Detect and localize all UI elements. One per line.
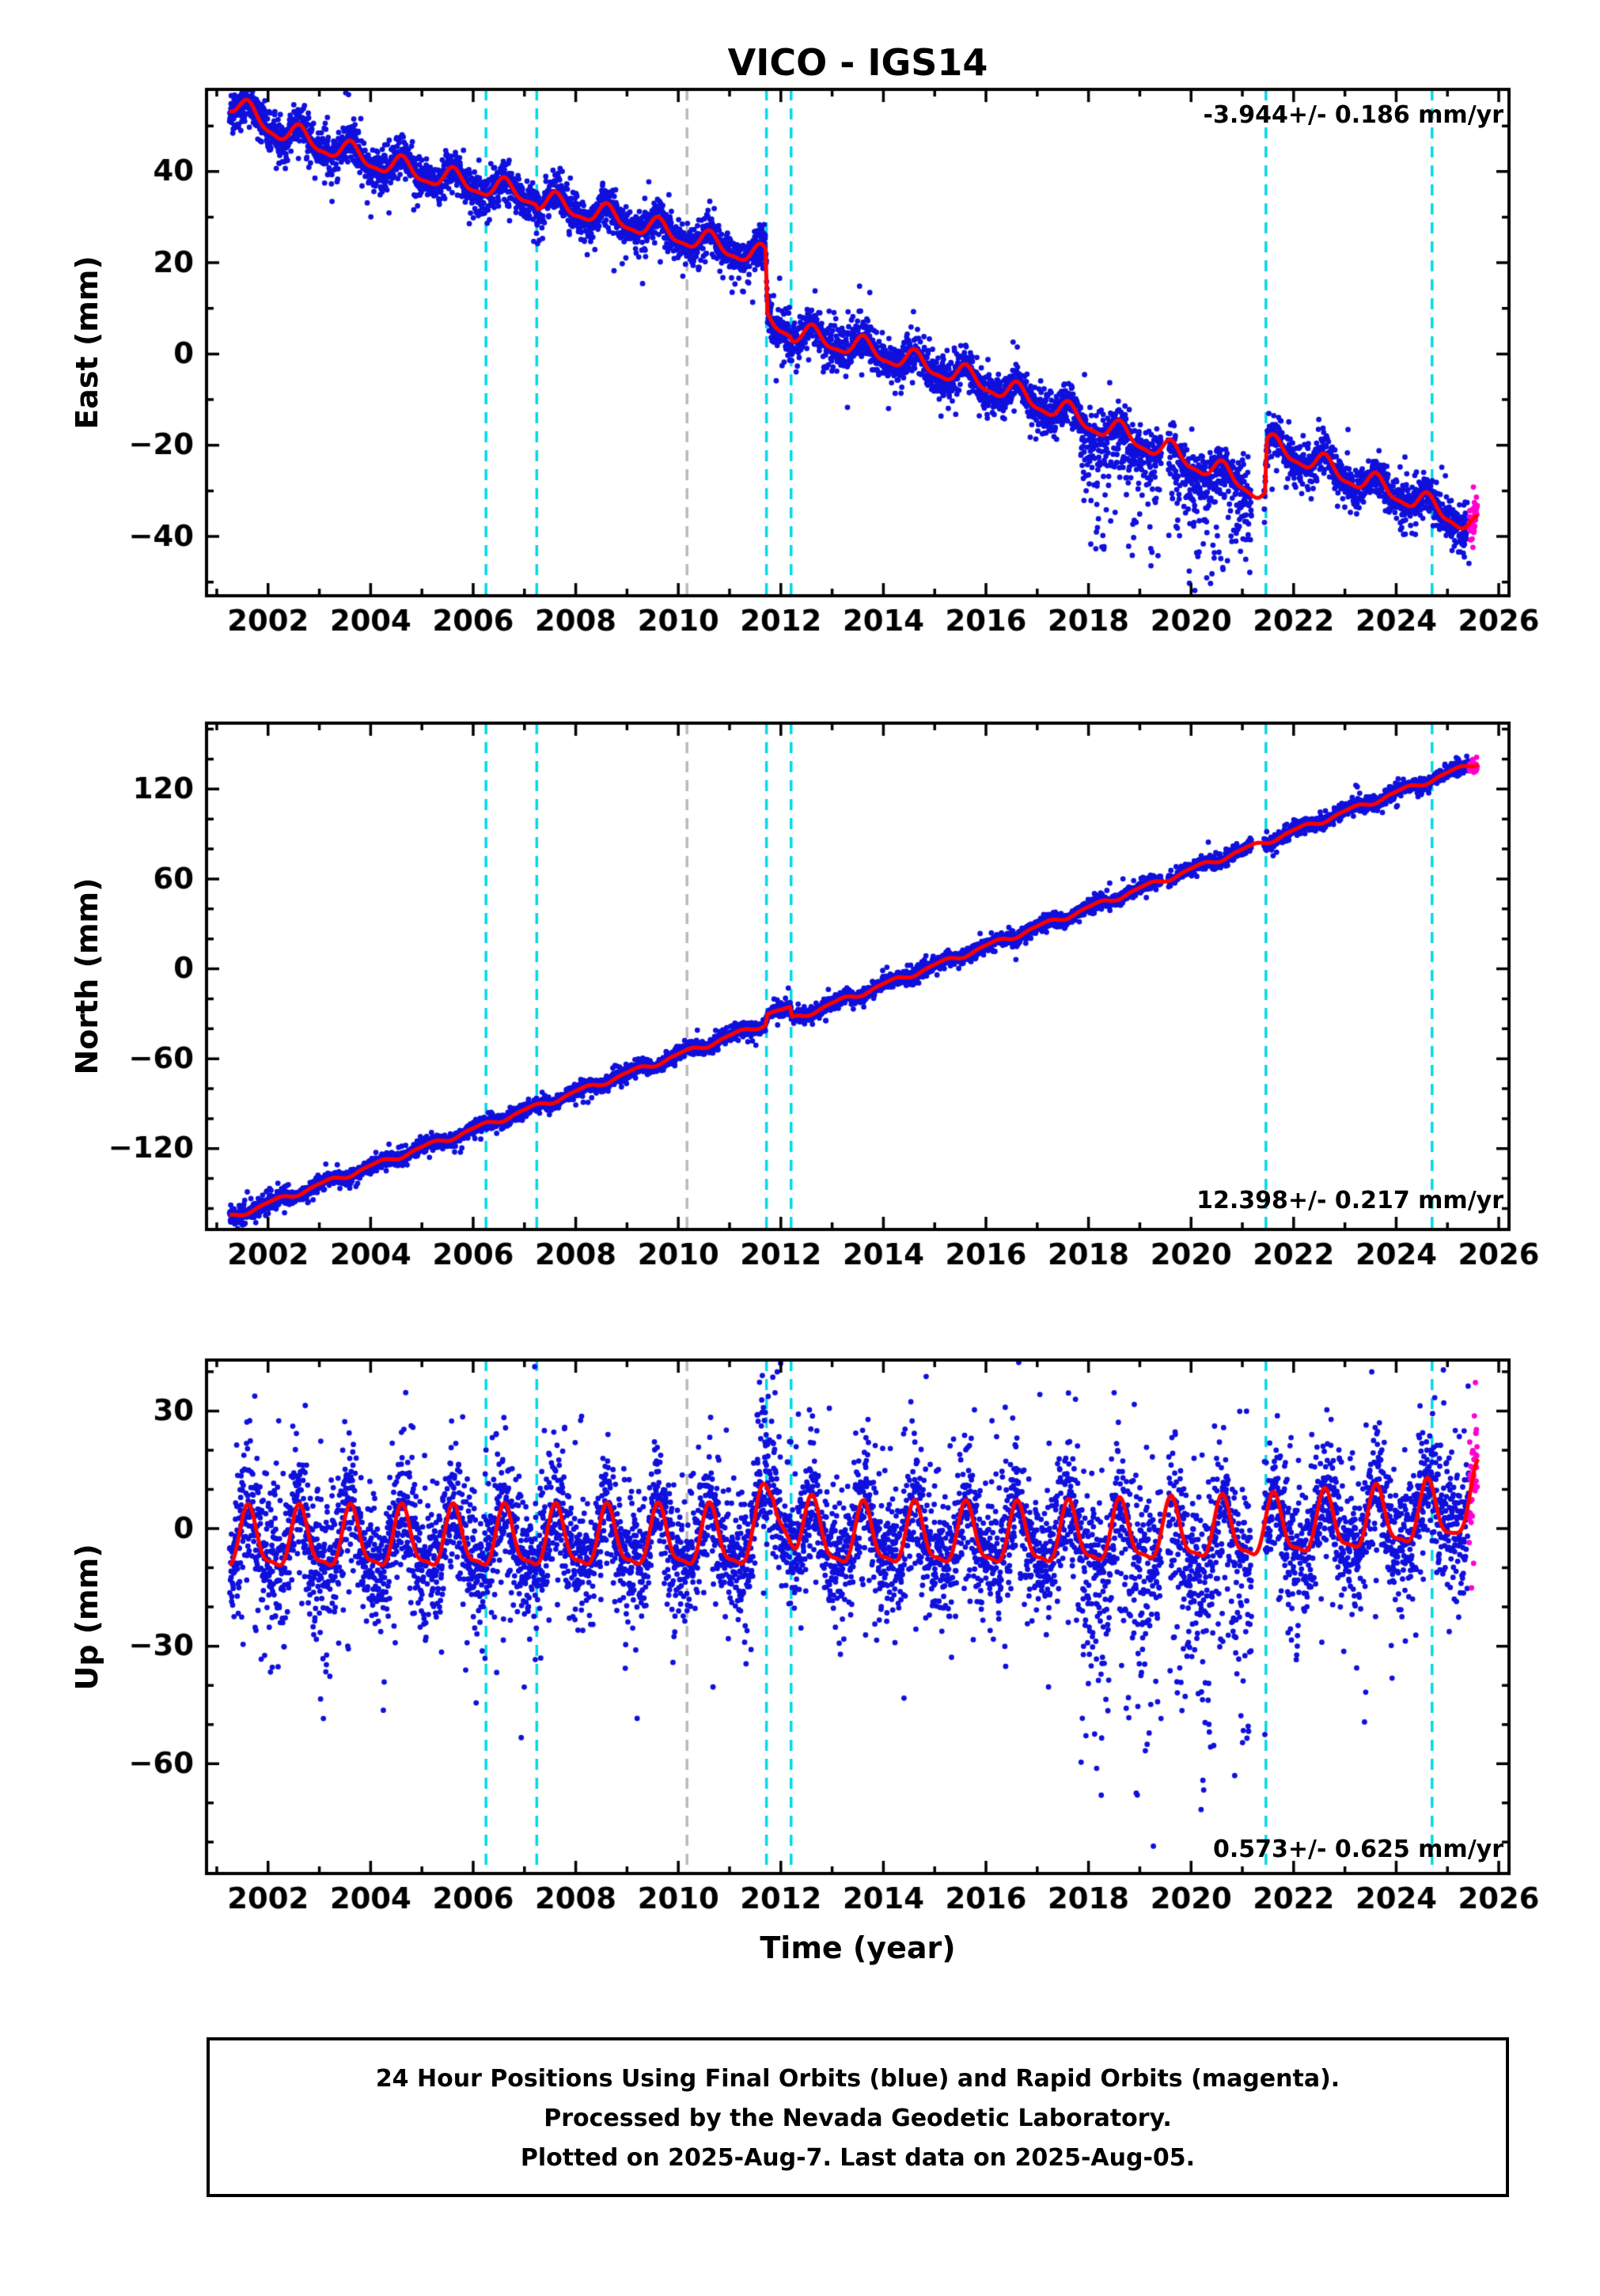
footer-line-1: 24 Hour Positions Using Final Orbits (bl… [375,2065,1340,2093]
footer-line-2: Processed by the Nevada Geodetic Laborat… [544,2105,1172,2132]
footer-box: 24 Hour Positions Using Final Orbits (bl… [207,2037,1509,2197]
north-rate-annotation: 12.398+/- 0.217 mm/yr [1196,1187,1503,1214]
up-panel-canvas [0,1355,1600,1919]
north-panel-canvas [0,718,1600,1275]
x-axis-label: Time (year) [760,1930,956,1965]
east-rate-annotation: -3.944+/- 0.186 mm/yr [1203,101,1504,129]
east-axis-label: East (mm) [70,256,104,430]
footer-line-3: Plotted on 2025-Aug-7. Last data on 2025… [520,2144,1196,2172]
up-axis-label: Up (mm) [70,1544,104,1691]
north-axis-label: North (mm) [70,877,104,1075]
chart-title: VICO - IGS14 [727,41,988,84]
footer-text: 24 Hour Positions Using Final Orbits (bl… [210,2040,1506,2178]
up-rate-annotation: 0.573+/- 0.625 mm/yr [1212,1836,1503,1863]
east-panel-canvas [0,85,1600,642]
